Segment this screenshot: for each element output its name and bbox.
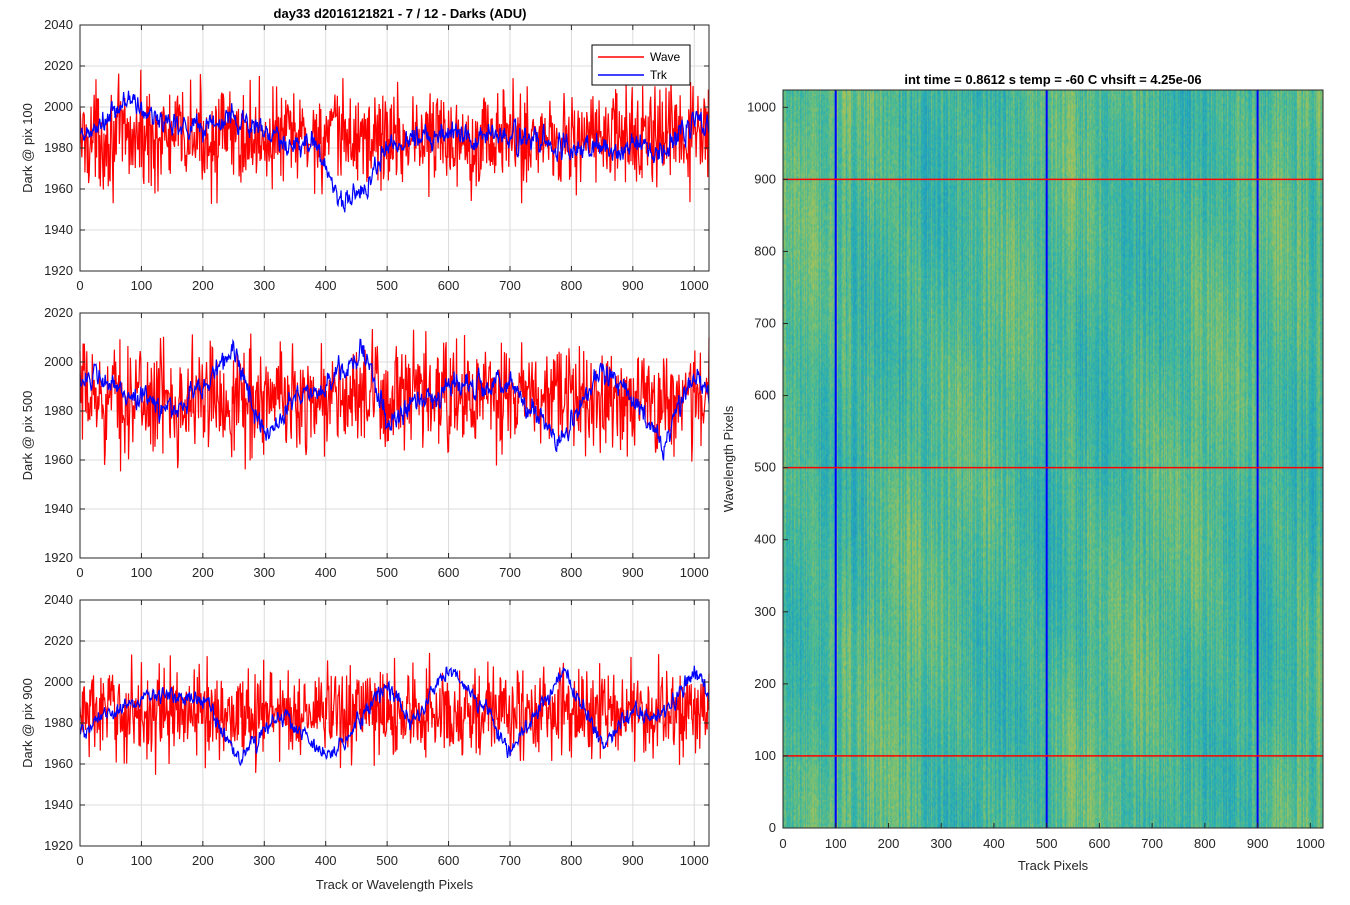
y-tick-label: 1940 bbox=[44, 501, 73, 516]
x-tick-label: 300 bbox=[930, 836, 952, 851]
line-chart-pix-900: 0 100 200 300 400 500 600 700 800 900 1000 1920 1940… bbox=[20, 592, 710, 892]
x-tick-label: 400 bbox=[315, 853, 337, 868]
x-tick-label: 300 bbox=[253, 278, 275, 293]
legend-label-wave: Wave bbox=[650, 50, 681, 64]
x-tick-label: 900 bbox=[622, 853, 644, 868]
y-tick-label: 1980 bbox=[44, 140, 73, 155]
legend-label-trk: Trk bbox=[650, 68, 668, 82]
x-axis-label: Track or Wavelength Pixels bbox=[316, 877, 474, 892]
x-tick-label: 1000 bbox=[680, 278, 709, 293]
line-chart-pix-500: 0 100 200 300 400 500 600 700 800 900 1000 1920 1940… bbox=[20, 305, 710, 580]
x-tick-label: 800 bbox=[561, 278, 583, 293]
y-tick-label: 1960 bbox=[44, 756, 73, 771]
y-tick-label: 1940 bbox=[44, 222, 73, 237]
x-tick-label: 1000 bbox=[1296, 836, 1325, 851]
heatmap-image bbox=[783, 90, 1323, 828]
x-tick-label: 0 bbox=[76, 278, 83, 293]
x-tick-label: 400 bbox=[983, 836, 1005, 851]
y-tick-label: 0 bbox=[769, 820, 776, 835]
series-line-trk bbox=[79, 338, 710, 461]
y-tick-label: 1920 bbox=[44, 838, 73, 853]
x-tick-label: 600 bbox=[438, 278, 460, 293]
x-tick-label: 100 bbox=[131, 853, 153, 868]
x-tick-label: 900 bbox=[1247, 836, 1269, 851]
x-tick-label: 700 bbox=[499, 853, 521, 868]
x-tick-label: 1000 bbox=[680, 853, 709, 868]
x-tick-label: 200 bbox=[192, 565, 214, 580]
x-tick-label: 800 bbox=[561, 853, 583, 868]
y-tick-label: 200 bbox=[754, 676, 776, 691]
y-tick-label: 2020 bbox=[44, 58, 73, 73]
y-tick-label: 300 bbox=[754, 604, 776, 619]
x-tick-label: 200 bbox=[192, 853, 214, 868]
y-tick-label: 800 bbox=[754, 243, 776, 258]
x-tick-label: 700 bbox=[499, 565, 521, 580]
y-tick-label: 700 bbox=[754, 316, 776, 331]
y-tick-label: 1940 bbox=[44, 797, 73, 812]
x-tick-label: 300 bbox=[253, 565, 275, 580]
y-tick-label: 1960 bbox=[44, 181, 73, 196]
y-tick-label: 2040 bbox=[44, 592, 73, 607]
y-tick-label: 2020 bbox=[44, 305, 73, 320]
series-line-wave bbox=[79, 652, 710, 775]
x-tick-label: 600 bbox=[1089, 836, 1111, 851]
x-tick-label: 400 bbox=[315, 565, 337, 580]
y-axis-label: Wavelength Pixels bbox=[721, 405, 736, 512]
y-tick-label: 1000 bbox=[747, 99, 776, 114]
y-axis-label: Dark @ pix 900 bbox=[20, 678, 35, 768]
figure-title: day33 d2016121821 - 7 / 12 - Darks (ADU) bbox=[274, 6, 527, 21]
y-tick-label: 1920 bbox=[44, 263, 73, 278]
heatmap-title: int time = 0.8612 s temp = -60 C vhsift … bbox=[904, 72, 1201, 87]
y-tick-label: 1980 bbox=[44, 715, 73, 730]
y-tick-label: 2000 bbox=[44, 99, 73, 114]
x-tick-label: 800 bbox=[561, 565, 583, 580]
y-tick-label: 400 bbox=[754, 532, 776, 547]
x-tick-label: 1000 bbox=[680, 565, 709, 580]
x-tick-label: 700 bbox=[1141, 836, 1163, 851]
y-tick-label: 2000 bbox=[44, 354, 73, 369]
heatmap-chart: int time = 0.8612 s temp = -60 C vhsift … bbox=[721, 72, 1325, 873]
x-tick-label: 900 bbox=[622, 278, 644, 293]
y-tick-label: 600 bbox=[754, 388, 776, 403]
x-tick-label: 500 bbox=[1036, 836, 1058, 851]
y-axis-label: Dark @ pix 500 bbox=[20, 391, 35, 481]
x-tick-label: 800 bbox=[1194, 836, 1216, 851]
y-axis-label: Dark @ pix 100 bbox=[20, 103, 35, 193]
x-tick-label: 900 bbox=[622, 565, 644, 580]
x-tick-label: 500 bbox=[376, 278, 398, 293]
y-tick-label: 1980 bbox=[44, 403, 73, 418]
x-tick-label: 0 bbox=[76, 853, 83, 868]
x-tick-label: 600 bbox=[438, 853, 460, 868]
y-tick-label: 900 bbox=[754, 171, 776, 186]
x-tick-label: 600 bbox=[438, 565, 460, 580]
x-tick-label: 500 bbox=[376, 853, 398, 868]
y-tick-label: 100 bbox=[754, 748, 776, 763]
x-tick-label: 100 bbox=[825, 836, 847, 851]
y-tick-label: 500 bbox=[754, 460, 776, 475]
x-axis-label: Track Pixels bbox=[1018, 858, 1089, 873]
y-tick-label: 1920 bbox=[44, 550, 73, 565]
x-tick-label: 0 bbox=[76, 565, 83, 580]
chart-legend: Wave Trk bbox=[591, 44, 691, 86]
x-tick-label: 100 bbox=[131, 565, 153, 580]
series-line-trk bbox=[79, 90, 710, 213]
x-tick-label: 200 bbox=[878, 836, 900, 851]
x-tick-label: 300 bbox=[253, 853, 275, 868]
x-tick-label: 400 bbox=[315, 278, 337, 293]
x-tick-label: 700 bbox=[499, 278, 521, 293]
series-line-wave bbox=[79, 69, 710, 204]
x-tick-label: 500 bbox=[376, 565, 398, 580]
x-tick-label: 200 bbox=[192, 278, 214, 293]
series-line-trk bbox=[79, 665, 710, 767]
x-tick-label: 0 bbox=[779, 836, 786, 851]
y-tick-label: 2040 bbox=[44, 17, 73, 32]
y-tick-label: 2020 bbox=[44, 633, 73, 648]
y-tick-label: 2000 bbox=[44, 674, 73, 689]
y-tick-label: 1960 bbox=[44, 452, 73, 467]
x-tick-label: 100 bbox=[131, 278, 153, 293]
